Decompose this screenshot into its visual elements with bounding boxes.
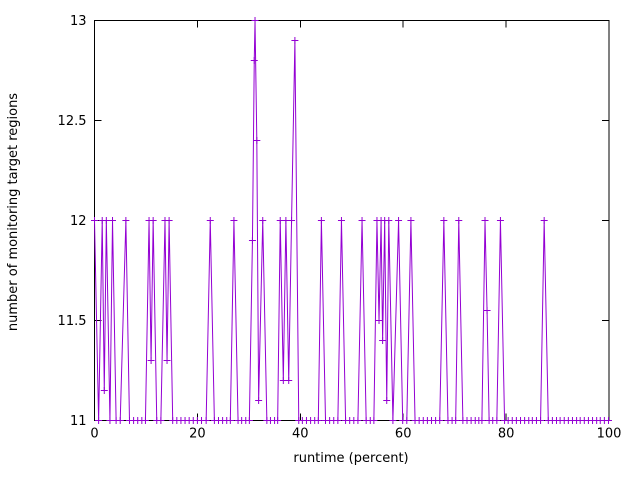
x-tick-label: 100: [597, 427, 622, 442]
axes-layer: 11 11.5 12 12.5 13 0 20 40 60 80 100: [58, 14, 622, 442]
x-tick-label: 0: [90, 427, 98, 442]
y-axis-label: number of monitoring target regions: [6, 93, 21, 331]
y-tick-label: 13: [70, 14, 87, 29]
x-tick-label: 40: [292, 427, 309, 442]
x-tick-label: 60: [395, 427, 412, 442]
labels-layer: runtime (percent) number of monitoring t…: [6, 93, 409, 466]
y-tick-label: 11: [70, 414, 87, 429]
series-layer: [91, 17, 612, 424]
y-tick-label: 12.5: [58, 114, 87, 129]
y-tick-label: 11.5: [58, 314, 87, 329]
y-tick-label: 12: [70, 214, 87, 229]
x-tick-label: 80: [498, 427, 515, 442]
x-axis-label: runtime (percent): [293, 451, 408, 466]
data-point-markers: [91, 17, 612, 424]
x-tick-label: 20: [189, 427, 206, 442]
